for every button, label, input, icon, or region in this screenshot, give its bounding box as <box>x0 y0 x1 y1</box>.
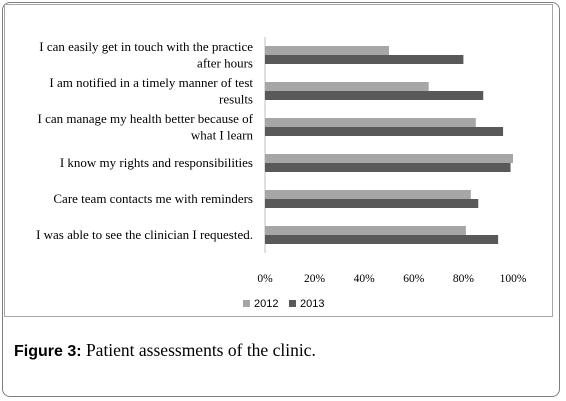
bar-2013-0 <box>265 55 464 64</box>
category-label-2-line-0: I can manage my health better because of <box>38 111 254 126</box>
bar-2012-0 <box>265 46 389 55</box>
category-label-1-line-0: I am notified in a timely manner of test <box>49 75 253 90</box>
bar-2012-4 <box>265 190 471 199</box>
bar-2012-5 <box>265 226 466 235</box>
caption-label: Figure 3: <box>14 343 82 360</box>
legend-label-2012: 2012 <box>254 298 278 310</box>
x-tick-label-0: 0% <box>257 273 273 285</box>
category-label-5-line-0: I was able to see the clinician I reques… <box>36 227 253 242</box>
x-tick-label-5: 100% <box>500 273 527 285</box>
chart-area: I can easily get in touch with the pract… <box>4 4 553 317</box>
category-label-4-line-0: Care team contacts me with reminders <box>53 191 253 206</box>
category-label-2-line-1: what I learn <box>191 127 254 142</box>
legend-label-2013: 2013 <box>300 298 324 310</box>
x-tick-label-1: 20% <box>304 273 326 285</box>
bar-2012-2 <box>265 118 476 127</box>
legend-swatch-2013 <box>289 300 296 307</box>
x-tick-label-3: 60% <box>403 273 425 285</box>
bar-2013-3 <box>265 163 511 172</box>
category-label-0-line-1: after hours <box>197 55 253 70</box>
bar-2013-2 <box>265 127 504 136</box>
bar-2013-4 <box>265 199 479 208</box>
bar-chart: I can easily get in touch with the pract… <box>36 37 527 310</box>
x-tick-label-4: 80% <box>453 273 475 285</box>
bar-2012-1 <box>265 82 429 91</box>
caption-text: Patient assessments of the clinic. <box>81 340 316 360</box>
figure-caption: Figure 3: Patient assessments of the cli… <box>14 340 316 361</box>
x-tick-label-2: 40% <box>354 273 376 285</box>
bar-2012-3 <box>265 154 513 163</box>
bar-2013-1 <box>265 91 484 100</box>
legend-swatch-2012 <box>243 300 250 307</box>
bar-2013-5 <box>265 235 499 244</box>
category-label-0-line-0: I can easily get in touch with the pract… <box>39 39 253 54</box>
category-label-1-line-1: results <box>219 91 253 106</box>
category-label-3-line-0: I know my rights and responsibilities <box>60 155 253 170</box>
